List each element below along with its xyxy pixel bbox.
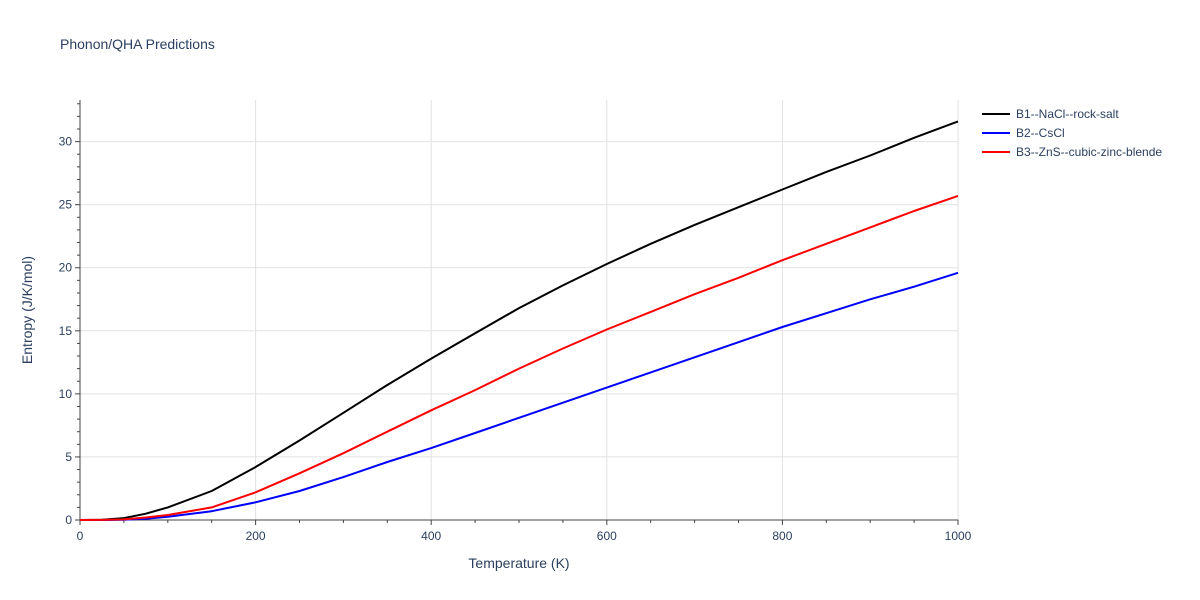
y-tick-label: 25 bbox=[59, 198, 73, 212]
x-tick-label: 200 bbox=[246, 529, 266, 543]
y-tick-label: 15 bbox=[59, 324, 73, 338]
axes: 0 200 400 600 800 1000 0 5 10 15 20 25 30 bbox=[59, 100, 972, 543]
y-tick-label: 30 bbox=[59, 135, 73, 149]
y-tick-label: 20 bbox=[59, 261, 73, 275]
x-tick-label: 600 bbox=[597, 529, 617, 543]
y-tick-label: 10 bbox=[59, 387, 73, 401]
grid bbox=[80, 100, 959, 520]
series-lines bbox=[79, 120, 959, 521]
series-line-b3-zns-cubic-zinc-blende bbox=[79, 194, 959, 521]
x-tick-label: 0 bbox=[77, 529, 84, 543]
series-line-b1-nacl-rock-salt bbox=[79, 120, 959, 521]
x-tick-label: 400 bbox=[421, 529, 441, 543]
y-axis-title: Entropy (J/K/mol) bbox=[19, 256, 35, 364]
x-tick-label: 1000 bbox=[945, 529, 972, 543]
x-tick-label: 800 bbox=[772, 529, 792, 543]
legend-label: B2--CsCl bbox=[1016, 126, 1065, 140]
x-axis-title: Temperature (K) bbox=[468, 555, 569, 571]
chart-title: Phonon/QHA Predictions bbox=[60, 36, 215, 52]
series-line-b2-cscl bbox=[80, 271, 959, 521]
legend-label: B3--ZnS--cubic-zinc-blende bbox=[1016, 145, 1162, 159]
legend: B1--NaCl--rock-salt B2--CsCl B3--ZnS--cubi… bbox=[982, 107, 1162, 159]
y-tick-label: 5 bbox=[65, 450, 72, 464]
y-tick-label: 0 bbox=[65, 513, 72, 527]
legend-label: B1--NaCl--rock-salt bbox=[1016, 107, 1119, 121]
